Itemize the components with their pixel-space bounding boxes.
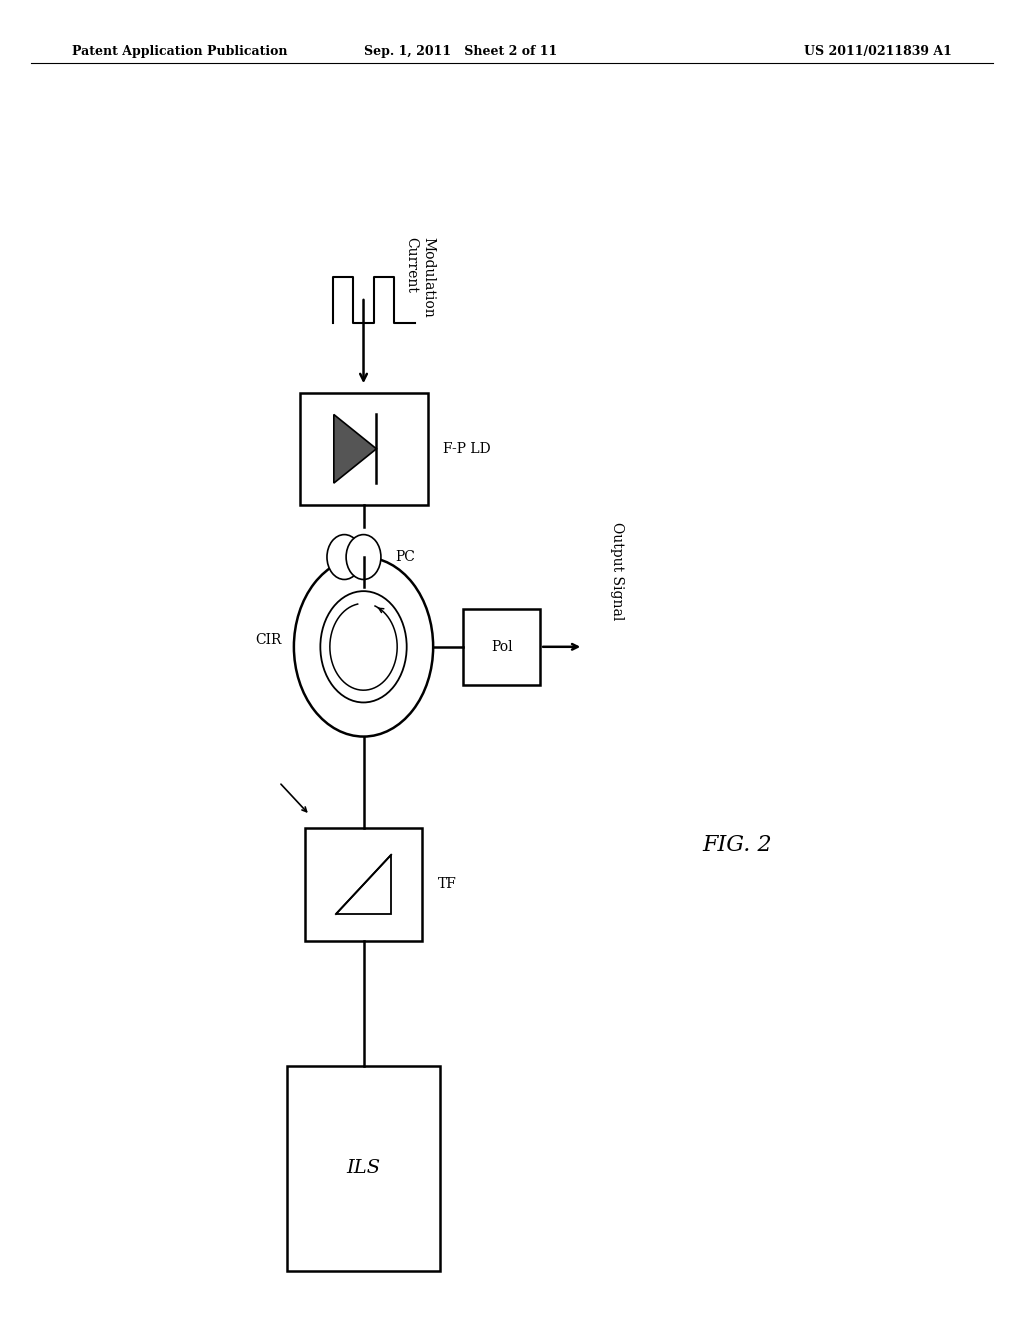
Text: Patent Application Publication: Patent Application Publication <box>72 45 287 58</box>
Text: Modulation
Current: Modulation Current <box>404 236 436 318</box>
Bar <box>305 829 422 940</box>
Circle shape <box>327 535 361 579</box>
Bar <box>463 609 541 685</box>
Text: PC: PC <box>395 550 415 564</box>
Text: US 2011/0211839 A1: US 2011/0211839 A1 <box>805 45 952 58</box>
Text: Sep. 1, 2011   Sheet 2 of 11: Sep. 1, 2011 Sheet 2 of 11 <box>365 45 557 58</box>
Text: Output Signal: Output Signal <box>610 521 624 620</box>
Text: TF: TF <box>438 878 457 891</box>
Text: FIG. 2: FIG. 2 <box>702 834 772 855</box>
Circle shape <box>321 591 407 702</box>
Text: CIR: CIR <box>255 634 282 647</box>
Polygon shape <box>334 414 377 483</box>
Text: Pol: Pol <box>490 640 513 653</box>
Text: ILS: ILS <box>346 1159 381 1177</box>
Text: F-P LD: F-P LD <box>442 442 490 455</box>
Bar <box>299 393 428 504</box>
Polygon shape <box>336 855 391 913</box>
Circle shape <box>294 557 433 737</box>
Circle shape <box>346 535 381 579</box>
Bar <box>287 1067 440 1270</box>
